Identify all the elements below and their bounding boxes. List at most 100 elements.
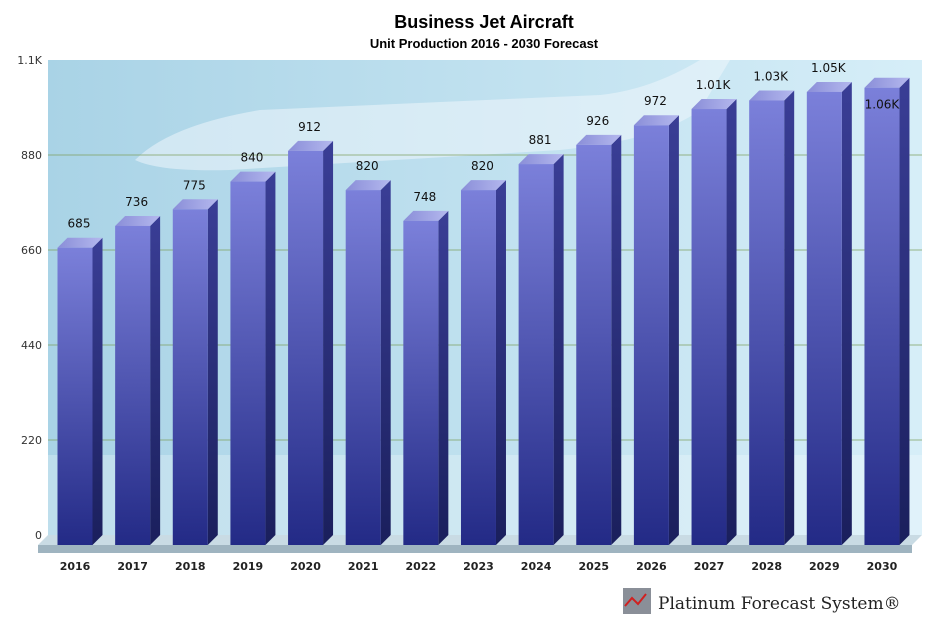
y-tick-label: 660 — [21, 244, 42, 257]
bar-2030: 1.06K 2030 — [864, 77, 910, 573]
x-tick-label: 2030 — [867, 560, 898, 573]
bar-top — [57, 237, 103, 248]
bar-side — [841, 81, 852, 545]
bar-front — [115, 225, 151, 546]
x-tick-label: 2016 — [60, 560, 91, 573]
bar-top — [460, 180, 506, 191]
data-label: 1.06K — [865, 98, 901, 112]
x-tick-label: 2021 — [348, 560, 379, 573]
chart-subtitle: Unit Production 2016 - 2030 Forecast — [370, 36, 599, 51]
x-tick-label: 2025 — [578, 560, 609, 573]
bar-2026: 972 2026 — [633, 94, 679, 573]
bar-2028: 1.03K 2028 — [749, 69, 795, 573]
bar-top — [749, 90, 795, 101]
bar-top — [576, 134, 622, 145]
bar-2029: 1.05K 2029 — [806, 61, 852, 573]
data-label: 736 — [125, 195, 148, 209]
bar-2017: 736 2017 — [115, 195, 161, 573]
logo-text: Platinum Forecast System® — [658, 594, 901, 614]
bar-front — [749, 100, 785, 546]
bar-side — [726, 99, 737, 546]
bar-front — [172, 209, 208, 545]
bar-front — [518, 164, 554, 545]
y-tick-label: 880 — [21, 149, 42, 162]
bar-front — [288, 150, 324, 545]
bar-2025: 926 2025 — [576, 114, 622, 573]
bar-side — [495, 180, 506, 545]
chart-title: Business Jet Aircraft — [394, 12, 573, 32]
bar-side — [150, 215, 161, 546]
x-tick-label: 2026 — [636, 560, 667, 573]
bar-2024: 881 2024 — [518, 133, 564, 573]
bar-top — [345, 180, 391, 191]
bar-side — [899, 77, 910, 545]
bar-top — [518, 154, 564, 165]
bar-side — [380, 180, 391, 545]
bar-top — [172, 199, 218, 210]
bar-front — [576, 144, 612, 545]
bar-top — [288, 140, 334, 151]
logo-cube-icon — [623, 588, 651, 614]
bar-front — [633, 125, 669, 546]
data-label: 840 — [240, 151, 263, 165]
bar-side — [207, 199, 218, 545]
x-tick-label: 2019 — [233, 560, 264, 573]
bar-front — [57, 247, 93, 545]
bar-2023: 820 2023 — [460, 159, 506, 573]
bar-side — [265, 171, 276, 545]
bar-front — [460, 190, 496, 545]
bar-top — [691, 99, 737, 110]
x-tick-label: 2027 — [694, 560, 725, 573]
data-label: 820 — [356, 159, 379, 173]
bar-top — [633, 115, 679, 126]
bar-front — [403, 220, 439, 545]
data-label: 820 — [471, 159, 494, 173]
bar-side — [438, 210, 449, 545]
logo: Platinum Forecast System® — [623, 588, 901, 614]
bar-2019: 840 2019 — [230, 151, 276, 573]
y-tick-label: 220 — [21, 434, 42, 447]
bar-side — [784, 90, 795, 546]
bar-side — [668, 115, 679, 546]
bar-front — [864, 87, 900, 545]
bar-front — [691, 109, 727, 546]
data-label: 926 — [586, 114, 609, 128]
bar-top — [230, 171, 276, 182]
y-tick-label: 0 — [35, 529, 42, 542]
data-label: 912 — [298, 120, 321, 134]
bar-2022: 748 2022 — [403, 190, 449, 573]
x-tick-label: 2017 — [117, 560, 148, 573]
x-tick-label: 2028 — [751, 560, 782, 573]
bar-2016: 685 2016 — [57, 217, 103, 573]
bar-front — [345, 190, 381, 545]
bar-side — [92, 237, 103, 545]
data-label: 685 — [68, 217, 91, 231]
y-tick-label: 440 — [21, 339, 42, 352]
y-tick-label: 1.1K — [17, 54, 42, 67]
bar-2027: 1.01K 2027 — [691, 78, 737, 573]
bar-top — [806, 81, 852, 92]
data-label: 972 — [644, 94, 667, 108]
bar-front — [230, 181, 266, 545]
bar-side — [323, 140, 334, 545]
bar-side — [611, 134, 622, 545]
data-label: 1.05K — [811, 61, 847, 75]
bar-top — [403, 210, 449, 221]
bar-2018: 775 2018 — [172, 178, 218, 573]
bar-2020: 912 2020 — [288, 120, 334, 573]
bar-side — [553, 154, 564, 545]
x-tick-label: 2018 — [175, 560, 206, 573]
x-tick-label: 2022 — [406, 560, 437, 573]
bar-2021: 820 2021 — [345, 159, 391, 573]
data-label: 881 — [529, 133, 552, 147]
bar-front — [806, 91, 842, 545]
floor-front — [38, 545, 912, 553]
data-label: 775 — [183, 178, 206, 192]
data-label: 748 — [413, 190, 436, 204]
x-tick-label: 2023 — [463, 560, 494, 573]
data-label: 1.03K — [753, 69, 789, 83]
x-tick-label: 2029 — [809, 560, 840, 573]
data-label: 1.01K — [696, 78, 732, 92]
